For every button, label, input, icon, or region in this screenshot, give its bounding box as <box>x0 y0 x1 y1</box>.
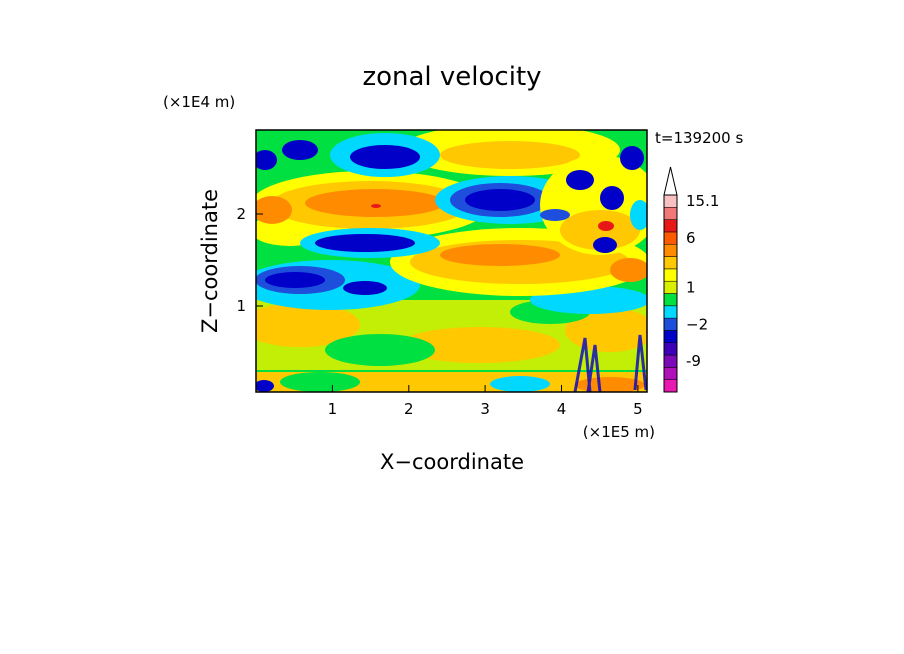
x-tick-label-2: 2 <box>404 400 414 418</box>
x-tick-label-3: 3 <box>480 400 490 418</box>
field-right-blue <box>566 170 594 190</box>
colorbar-swatch <box>663 207 678 220</box>
chart-title: zonal velocity <box>362 62 541 92</box>
y-multiplier-label: (×1E4 m) <box>163 93 235 111</box>
field-low-blue <box>343 281 387 295</box>
field-upper-red-dot <box>371 204 381 208</box>
y-axis: 1 2 Z−coordinate <box>198 189 263 333</box>
colorbar-label: 6 <box>686 229 696 247</box>
y-axis-label: Z−coordinate <box>198 189 222 333</box>
colorbar-swatch <box>663 280 678 294</box>
x-tick-label-4: 4 <box>557 400 567 418</box>
field-high-blue-core <box>465 189 535 211</box>
field-right-cyan <box>630 200 647 230</box>
colorbar-swatch <box>663 367 678 380</box>
x-tick-label-5: 5 <box>633 400 643 418</box>
field-right-blue <box>600 186 624 210</box>
colorbar-label: −2 <box>686 315 708 333</box>
colorbar-swatch <box>663 268 678 282</box>
x-axis-label: X−coordinate <box>380 450 524 474</box>
y-tick-label-2: 2 <box>236 205 246 223</box>
colorbar-frame <box>663 194 678 393</box>
time-label: t=139200 s <box>655 129 743 147</box>
field-lower-orange <box>256 303 360 347</box>
field-mid-orange-core <box>440 244 560 266</box>
colorbar-swatch <box>663 305 678 319</box>
field-bottom-green <box>280 372 360 392</box>
colorbar-over-triangle <box>663 166 678 196</box>
field-right-orange <box>610 258 647 282</box>
field-wave-streaks <box>573 334 647 392</box>
colorbar-swatch <box>663 317 678 331</box>
x-tick-label-1: 1 <box>328 400 338 418</box>
colorbar-swatch <box>663 354 678 368</box>
field-low-blue-core <box>265 272 325 288</box>
field-right-blue <box>593 237 617 253</box>
colorbar-label: -9 <box>686 352 701 370</box>
colorbar-swatch <box>663 256 678 270</box>
field-right-blue <box>620 146 644 170</box>
colorbar-swatch <box>663 219 678 233</box>
colorbar-swatch <box>663 231 678 245</box>
x-multiplier-label: (×1E5 m) <box>583 423 655 441</box>
field-right-blue <box>540 209 570 221</box>
y-tick-label-1: 1 <box>236 297 246 315</box>
field-top-blue <box>282 140 318 160</box>
colorbar-label: 15.1 <box>686 192 719 210</box>
colorbar-label: 1 <box>686 278 696 296</box>
colorbar-swatch <box>663 342 678 356</box>
colorbar-swatch <box>663 330 678 344</box>
plot-frame <box>255 129 648 393</box>
colorbar-swatch <box>663 379 678 393</box>
field-topleft-blue <box>256 150 277 170</box>
colorbar-swatch <box>663 293 678 307</box>
field-right-red <box>598 221 614 231</box>
colorbar-swatch <box>663 194 678 208</box>
colorbar-swatch <box>663 244 678 257</box>
field-bottom-cyan <box>490 376 550 392</box>
field-bottom-orange2 <box>575 377 645 392</box>
field-high-blue <box>315 234 415 252</box>
heatmap-field <box>256 130 647 392</box>
field-bottom-blue <box>256 380 274 392</box>
field-upper-orange-core <box>305 189 445 217</box>
field-topleft-orange <box>256 196 292 224</box>
field-right-orange <box>560 210 640 250</box>
field-lower-orange <box>400 327 560 363</box>
field-top-orange <box>440 141 580 169</box>
x-axis: 1 2 3 4 5 (×1E5 m) X−coordinate <box>328 385 655 474</box>
colorbar: -9 −2 1 6 15.1 <box>663 166 719 393</box>
field-lower-green <box>325 334 435 366</box>
field-top-blue <box>350 145 420 169</box>
